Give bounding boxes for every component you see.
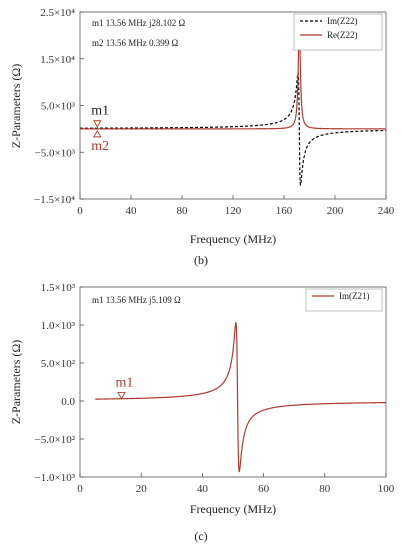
- legend-entry: Re(Z22): [327, 30, 358, 40]
- y-tick-label: 0.0: [61, 396, 75, 408]
- x-tick-label: 80: [319, 483, 331, 495]
- y-axis-c: −1.0×10³ −5.0×10² 0.0 5.0×10² 1.0×10³ 1.5×10³: [35, 282, 84, 484]
- plot-frame-c: [79, 286, 387, 478]
- caption-c: (c): [194, 529, 207, 543]
- chart-c: −1.0×10³ −5.0×10² 0.0 5.0×10² 1.0×10³ 1.5×10³…: [9, 282, 395, 543]
- x-tick-label: 20: [136, 483, 148, 495]
- marker-label-m2: m2: [91, 139, 109, 154]
- y-tick-label: −5.0×10³: [35, 147, 76, 159]
- y-tick-label: 1.5×10⁴: [40, 54, 75, 66]
- x-tick-label: 200: [327, 205, 344, 217]
- y-tick-label: 5.0×10²: [41, 358, 76, 370]
- y-tick-label: −1.0×10³: [35, 472, 76, 484]
- y-axis-b: −1.5×10⁴ −5.0×10³ 5.0×10³ 1.5×10⁴ 2.5×10⁴: [34, 7, 84, 206]
- x-tick-label: 40: [197, 483, 209, 495]
- x-tick-label: 0: [77, 205, 83, 217]
- series-line-re-z22-: [80, 20, 386, 130]
- chart-b: −1.5×10⁴ −5.0×10³ 5.0×10³ 1.5×10⁴ 2.5×10⁴ 0 4…: [9, 7, 395, 267]
- series-group-c: [95, 322, 386, 473]
- series-group-b: [80, 20, 386, 186]
- x-tick-label: 80: [177, 205, 189, 217]
- caption-b: (b): [194, 253, 208, 267]
- series-line-im-z21-: [95, 322, 386, 473]
- x-axis-label-b: Frequency (MHz): [190, 232, 276, 246]
- marker-label-m1: m1: [115, 376, 133, 391]
- series-line-im-z22-: [80, 71, 386, 186]
- markers-group-b: m1 m2: [91, 104, 109, 154]
- x-tick-label: 40: [126, 205, 138, 217]
- x-tick-label: 240: [378, 205, 395, 217]
- x-tick-label: 120: [225, 205, 242, 217]
- marker-triangle-m2: [93, 129, 102, 138]
- marker-readout-m1: m1 13.56 MHz j5.109 Ω: [92, 295, 181, 305]
- marker-label-m1: m1: [91, 104, 109, 119]
- y-tick-label: 1.5×10³: [41, 282, 76, 294]
- marker-triangle-m1: [93, 120, 102, 128]
- legend-box: [293, 13, 383, 51]
- y-axis-label-b: Z-Parameters (Ω): [9, 64, 23, 149]
- x-tick-label: 160: [276, 205, 293, 217]
- marker-readouts-c: m1 13.56 MHz j5.109 Ω: [92, 295, 181, 305]
- marker-triangle-m1: [117, 392, 126, 400]
- legend-box: [305, 288, 383, 312]
- y-tick-label: −5.0×10²: [35, 434, 76, 446]
- y-tick-label: −1.5×10⁴: [34, 194, 75, 206]
- legend-b: Im(Z22) Re(Z22): [293, 13, 383, 51]
- y-tick-label: 1.0×10³: [41, 320, 76, 332]
- y-tick-label: 5.0×10³: [41, 101, 76, 113]
- legend-c: Im(Z21): [305, 288, 383, 312]
- marker-readouts-b: m1 13.56 MHz j28.102 Ω m2 13.56 MHz 0.399…: [92, 18, 185, 48]
- x-tick-label: 100: [378, 483, 395, 495]
- marker-readout-m2: m2 13.56 MHz 0.399 Ω: [92, 38, 178, 48]
- x-axis-label-c: Frequency (MHz): [190, 502, 276, 516]
- legend-entry: Im(Z22): [327, 16, 358, 26]
- y-tick-label: 2.5×10⁴: [40, 7, 75, 19]
- x-tick-label: 60: [258, 483, 270, 495]
- x-axis-b: 0 40 80 120 160 200 240: [77, 195, 395, 217]
- marker-readout-m1: m1 13.56 MHz j28.102 Ω: [92, 18, 185, 28]
- y-axis-label-c: Z-Parameters (Ω): [9, 340, 23, 425]
- markers-group-c: m1: [115, 376, 133, 400]
- x-axis-c: 0 20 40 60 80 100: [77, 473, 395, 495]
- legend-entry: Im(Z21): [339, 291, 370, 301]
- x-tick-label: 0: [77, 483, 83, 495]
